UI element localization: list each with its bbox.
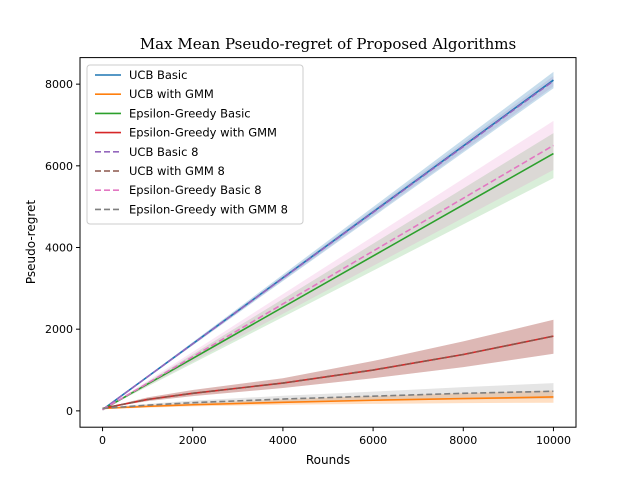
x-tick-label: 4000 (269, 434, 297, 447)
y-tick-label: 6000 (45, 160, 73, 173)
y-tick-label: 2000 (45, 323, 73, 336)
confidence-bands (102, 71, 554, 410)
x-tick-label: 0 (99, 434, 106, 447)
y-tick-label: 8000 (45, 78, 73, 91)
legend: UCB Basic UCB with GMM Epsilon-Greedy Basi… (86, 64, 304, 225)
x-axis-label: Rounds (306, 453, 350, 467)
legend-label-3: Epsilon-Greedy Basic (129, 106, 251, 120)
band-1 (102, 71, 554, 410)
x-tick-label: 2000 (179, 434, 207, 447)
series-line-5 (102, 80, 554, 411)
legend-label-8: Epsilon-Greedy with GMM 8 (129, 202, 288, 216)
band-3 (102, 133, 554, 410)
legend-label-2: UCB with GMM (129, 87, 214, 101)
band-5 (102, 75, 554, 410)
series-line-8 (102, 390, 554, 410)
series-line-3 (102, 152, 554, 411)
series-line-6 (102, 335, 554, 410)
legend-label-1: UCB Basic (129, 68, 187, 82)
legend-label-6: UCB with GMM 8 (129, 164, 225, 178)
y-tick-label: 4000 (45, 242, 73, 255)
series-line-2 (102, 396, 554, 410)
chart-title: Max Mean Pseudo-regret of Proposed Algor… (140, 35, 516, 53)
x-axis: 0 2000 4000 6000 8000 10000 (99, 427, 571, 447)
plot-area-frame (79, 57, 577, 428)
y-tick-label: 0 (66, 405, 73, 418)
series-lines (102, 79, 554, 411)
legend-label-7: Epsilon-Greedy Basic 8 (129, 183, 262, 197)
x-tick-label: 6000 (359, 434, 387, 447)
legend-label-4: Epsilon-Greedy with GMM (129, 126, 277, 140)
x-tick-label: 10000 (536, 434, 571, 447)
series-line-7 (102, 144, 554, 411)
legend-label-5: UCB Basic 8 (129, 145, 198, 159)
band-7 (102, 120, 554, 410)
x-tick-label: 8000 (449, 434, 477, 447)
y-axis: 0 2000 4000 6000 8000 (45, 78, 80, 418)
y-axis-label: Pseudo-regret (24, 200, 38, 285)
legend-frame (86, 64, 304, 225)
